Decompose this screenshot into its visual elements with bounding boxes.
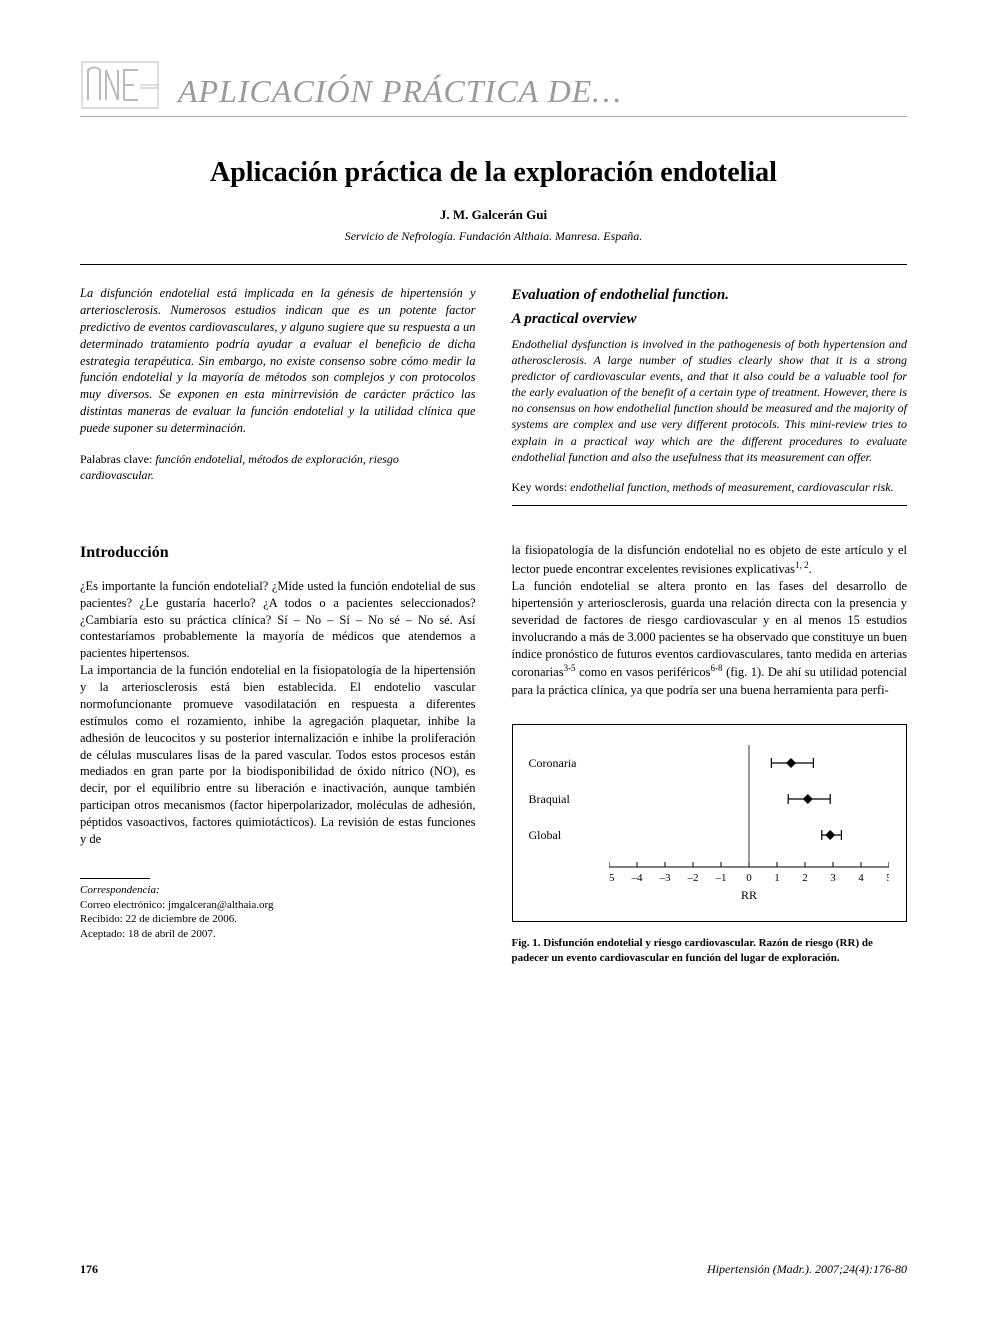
svg-text:0: 0 (746, 872, 752, 884)
footer-citation: Hipertensión (Madr.). 2007;24(4):176-80 (707, 1262, 907, 1277)
page-number: 176 (80, 1262, 98, 1277)
figure-1-box: Coronaria Braquial Global –5 –4 –3 –2 –1 0 1 2 3 4 5… (512, 724, 908, 922)
correspondence-email-label: Correo electrónico: (80, 899, 165, 911)
correspondence-email: jmgalceran@althaia.org (168, 899, 274, 911)
keywords-en-label: Key words: (512, 480, 568, 494)
forest-row-plot (609, 817, 891, 853)
keywords-en-value: endothelial function, methods of measure… (570, 480, 893, 494)
abstract-en-title-1: Evaluation of endothelial function. (512, 285, 908, 305)
abstract-en-title-2: A practical overview (512, 309, 908, 329)
svg-text:RR: RR (740, 888, 756, 902)
intro-text-right: la fisiopatología de la disfunción endot… (512, 542, 908, 698)
title-divider (80, 264, 907, 265)
section-banner-title: APLICACIÓN PRÁCTICA DE… (178, 73, 622, 110)
section-banner: APLICACIÓN PRÁCTICA DE… (80, 60, 907, 117)
svg-text:5: 5 (886, 872, 889, 884)
correspondence-label: Correspondencia: (80, 883, 476, 898)
svg-text:–3: –3 (658, 872, 671, 884)
forest-row: Global (529, 817, 891, 853)
forest-row-label: Coronaria (529, 755, 609, 771)
correspondence-block: Correspondencia: Correo electrónico: jmg… (80, 883, 476, 942)
body-col-right: la fisiopatología de la disfunción endot… (512, 506, 908, 965)
forest-row-label: Global (529, 827, 609, 843)
correspondence-email-line: Correo electrónico: jmgalceran@althaia.o… (80, 898, 476, 913)
forest-plot-axis: –5 –4 –3 –2 –1 0 1 2 3 4 5 RR (609, 853, 891, 913)
forest-row: Coronaria (529, 745, 891, 781)
article-title: Aplicación práctica de la exploración en… (80, 157, 907, 189)
journal-logo-icon (80, 60, 160, 110)
correspondence-received: Recibido: 22 de diciembre de 2006. (80, 912, 476, 927)
abstract-es-text: La disfunción endotelial está implicada … (80, 285, 476, 437)
body-columns: Introducción ¿Es importante la función e… (80, 506, 907, 965)
article-affiliation: Servicio de Nefrología. Fundación Althai… (80, 229, 907, 244)
keywords-es-label: Palabras clave: (80, 452, 152, 466)
forest-plot-rows: Coronaria Braquial Global (529, 745, 891, 853)
svg-text:–1: –1 (714, 872, 726, 884)
figure-1-caption: Fig. 1. Disfunción endotelial y riesgo c… (512, 936, 908, 965)
body-col-left: Introducción ¿Es importante la función e… (80, 506, 476, 965)
abstract-col-en: Evaluation of endothelial function. A pr… (512, 285, 908, 506)
intro-text-left: ¿Es importante la función endotelial? ¿M… (80, 578, 476, 848)
abstract-en-text: Endothelial dysfunction is involved in t… (512, 336, 908, 466)
svg-text:–5: –5 (609, 872, 615, 884)
svg-text:3: 3 (830, 872, 836, 884)
article-author: J. M. Galcerán Gui (80, 207, 907, 223)
abstract-columns: La disfunción endotelial está implicada … (80, 285, 907, 506)
forest-row-label: Braquial (529, 791, 609, 807)
correspondence-divider (80, 878, 150, 879)
svg-text:1: 1 (774, 872, 780, 884)
forest-row-plot (609, 745, 891, 781)
keywords-en: Key words: endothelial function, methods… (512, 479, 908, 495)
forest-row-plot (609, 781, 891, 817)
svg-text:4: 4 (858, 872, 864, 884)
svg-text:2: 2 (802, 872, 808, 884)
keywords-es: Palabras clave: función endotelial, méto… (80, 451, 476, 483)
forest-row: Braquial (529, 781, 891, 817)
svg-text:–2: –2 (686, 872, 698, 884)
correspondence-accepted: Aceptado: 18 de abril de 2007. (80, 927, 476, 942)
svg-text:–4: –4 (630, 872, 643, 884)
abstract-col-es: La disfunción endotelial está implicada … (80, 285, 476, 506)
intro-heading: Introducción (80, 542, 476, 564)
page-footer: 176 Hipertensión (Madr.). 2007;24(4):176… (80, 1262, 907, 1277)
